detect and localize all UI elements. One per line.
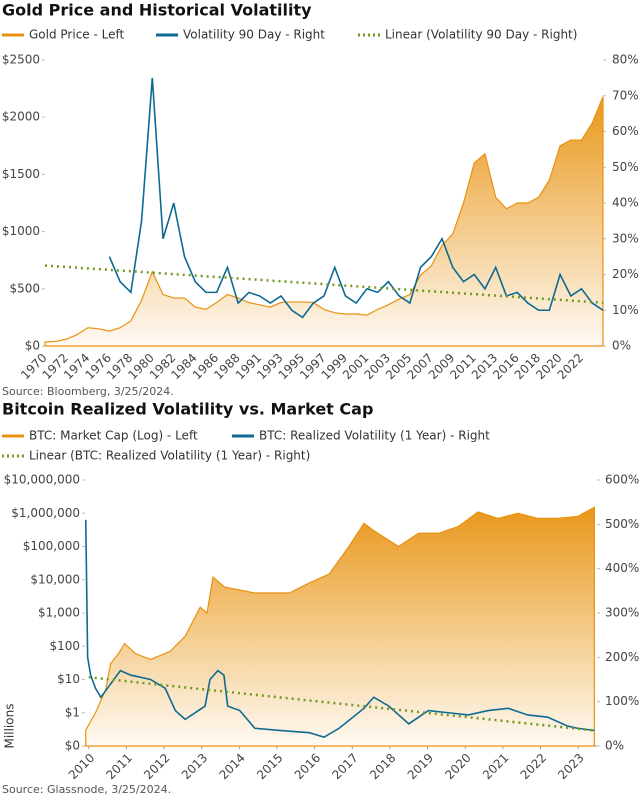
legend-label: Linear (BTC: Realized Volatility (1 Year…	[29, 449, 310, 463]
legend-label: Linear (Volatility 90 Day - Right)	[385, 28, 577, 42]
x-tick-label: 2012	[141, 751, 172, 782]
y2-tick-label: 30%	[612, 231, 639, 245]
x-tick-label: 2022	[518, 751, 549, 782]
y2-tick-label: 400%	[605, 561, 639, 575]
legend-label: Gold Price - Left	[29, 28, 125, 42]
x-tick-label: 2018	[367, 751, 398, 782]
y2-tick-label: 100%	[605, 694, 639, 708]
legend-label: Volatility 90 Day - Right	[183, 28, 325, 42]
y2-tick-label: 10%	[612, 303, 639, 317]
x-tick-label: 2023	[555, 751, 586, 782]
x-tick-label: 2017	[329, 751, 360, 782]
x-tick-label: 2019	[405, 751, 436, 782]
trend-line	[88, 676, 595, 732]
y-tick-label: $2000	[2, 110, 40, 124]
area	[85, 506, 595, 747]
x-tick-label: 2021	[480, 751, 511, 782]
x-tick-label: 2010	[66, 751, 97, 782]
y-tick-label: $2500	[2, 53, 40, 67]
x-tick-label: 2014	[216, 751, 247, 782]
y2-tick-label: 40%	[612, 196, 639, 210]
y-tick-label: $500	[9, 281, 40, 295]
x-tick-label: 2013	[179, 751, 210, 782]
y2-tick-label: 600%	[605, 473, 639, 487]
legend-label: BTC: Realized Volatility (1 Year) - Righ…	[259, 429, 490, 443]
y-tick-label: $1,000,000	[11, 506, 80, 520]
source-note: Source: Bloomberg, 3/25/2024.	[2, 385, 174, 398]
y-tick-label: $0	[65, 739, 80, 753]
x-tick-label: 2011	[104, 751, 135, 782]
source-note: Source: Glassnode, 3/25/2024.	[2, 783, 171, 796]
y-tick-label: $1500	[2, 167, 40, 181]
legend-label: BTC: Market Cap (Log) - Left	[29, 429, 198, 443]
y-tick-label: $1000	[2, 224, 40, 238]
x-tick-label: 2020	[442, 751, 473, 782]
y2-tick-label: 60%	[612, 124, 639, 138]
y-tick-label: $10	[57, 672, 80, 686]
y2-tick-label: 80%	[612, 53, 639, 67]
line	[108, 77, 604, 319]
y2-tick-label: 0%	[612, 339, 631, 353]
y-axis-label: Millions	[3, 704, 17, 749]
y2-tick-label: 300%	[605, 606, 639, 620]
y-tick-label: $10,000,000	[4, 473, 80, 487]
y2-tick-label: 500%	[605, 517, 639, 531]
y2-tick-label: 0%	[605, 739, 624, 753]
y2-tick-label: 70%	[612, 88, 639, 102]
y-tick-label: $1	[65, 705, 80, 719]
x-tick-label: 2015	[254, 751, 285, 782]
y-tick-label: $1,000	[38, 606, 80, 620]
y-tick-label: $100	[49, 639, 80, 653]
y-tick-label: $10,000	[30, 572, 80, 586]
chart-title: Bitcoin Realized Volatility vs. Market C…	[2, 400, 373, 419]
y2-tick-label: 20%	[612, 267, 639, 281]
y2-tick-label: 200%	[605, 650, 639, 664]
chart-title: Gold Price and Historical Volatility	[2, 1, 312, 20]
y-tick-label: $0	[25, 339, 40, 353]
x-tick-label: 2016	[292, 751, 323, 782]
line	[84, 519, 595, 739]
y-tick-label: $100,000	[23, 539, 80, 553]
y2-tick-label: 50%	[612, 160, 639, 174]
area	[44, 96, 604, 347]
